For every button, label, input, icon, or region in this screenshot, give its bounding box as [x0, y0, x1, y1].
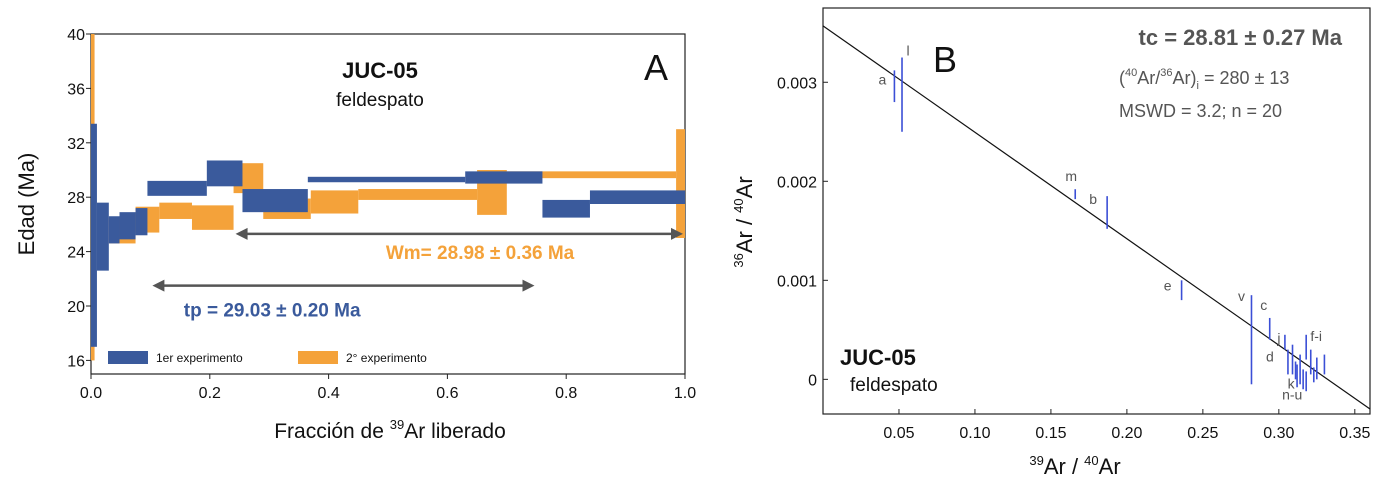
step-2-experimento-11 [676, 129, 685, 238]
panel-b-xlabel: 39Ar / 40Ar [1029, 453, 1120, 479]
a-xtick-label: 0.8 [555, 385, 577, 402]
panel-b: 0.05 0.10 0.15 0.20 0.25 0.30 0.35 0 0.001 0.002 0… [731, 7, 1371, 479]
b-ytick-label: 0.002 [777, 174, 817, 191]
panel-b-axes: 0.05 0.10 0.15 0.20 0.25 0.30 0.35 0 0.001 0.002 0… [777, 75, 1371, 442]
isochron-point-label: a [879, 71, 887, 87]
panel-a-axes: 0.0 0.2 0.4 0.6 0.8 1.0 16 20 24 28 32 36 40 [67, 27, 696, 402]
isochron-point-label: f-i [1310, 328, 1322, 344]
step-1er-experimento-9 [465, 171, 543, 184]
step-1er-experimento-8 [307, 176, 466, 183]
step-1er-experimento-7 [242, 189, 308, 213]
step-2-experimento-8 [358, 189, 478, 200]
legend-swatch-1er-experimento [108, 351, 148, 364]
plateau-arrowhead-left [235, 227, 248, 240]
b-xtick-label: 0.05 [883, 425, 914, 442]
panel-b-ylabel: 36Ar / 40Ar [731, 176, 757, 267]
a-xtick-label: 0.4 [317, 385, 339, 402]
panel-a-sample-subtitle: feldespato [336, 90, 424, 111]
isochron-point-label: k [1288, 375, 1296, 391]
isochron-point-label: v [1238, 288, 1245, 304]
b-ytick-label: 0.003 [777, 75, 817, 92]
panel-a-letter: A [644, 47, 668, 88]
b-xtick-label: 0.15 [1035, 425, 1066, 442]
legend-swatch-2-experimento [298, 351, 338, 364]
panel-a-legend: 1er experimento 2° experimento [108, 351, 427, 365]
step-1er-experimento-3 [119, 212, 136, 240]
step-1er-experimento-6 [206, 160, 243, 187]
isochron-point-label: d [1266, 349, 1274, 365]
b-xtick-label: 0.20 [1111, 425, 1142, 442]
panel-a-xlabel: Fracción de 39Ar liberado [274, 417, 506, 443]
isochron-point-label: j [1276, 330, 1280, 346]
isochron-point-label: c [1260, 297, 1267, 313]
step-1er-experimento-4 [135, 208, 148, 236]
isochron-point-label: l [906, 43, 909, 59]
panel-b-sample-title: JUC-05 [840, 345, 916, 370]
a-xtick-label: 0.0 [80, 385, 102, 402]
panel-b-frame [822, 7, 1371, 415]
a-ytick-label: 16 [67, 353, 85, 370]
panel-a-sample-title: JUC-05 [342, 58, 418, 83]
step-2-experimento-4 [191, 205, 234, 230]
initial-ratio: (40Ar/36Ar)i = 280 ± 13 [1119, 67, 1289, 92]
isochron-line [822, 25, 1371, 410]
a-ytick-label: 32 [67, 136, 85, 153]
panel-b-points: a l mb e vc j f-i dkn-u [879, 43, 1326, 402]
a-ytick-label: 28 [67, 190, 85, 207]
plateau-age-label: tp = 29.03 ± 0.20 Ma [184, 301, 361, 322]
b-ytick-label: 0 [808, 372, 817, 389]
step-1er-experimento-0 [91, 123, 97, 347]
isochron-point-label: e [1164, 277, 1172, 293]
a-ytick-label: 40 [67, 27, 85, 44]
a-xtick-label: 1.0 [674, 385, 696, 402]
step-1er-experimento-10 [542, 199, 590, 218]
panel-a-ylabel: Edad (Ma) [14, 153, 39, 256]
legend-label-1er-experimento: 1er experimento [156, 351, 243, 365]
b-xtick-label: 0.25 [1187, 425, 1218, 442]
a-ytick-label: 20 [67, 299, 85, 316]
panel-b-letter: B [933, 39, 957, 80]
isochron-point-label: b [1089, 191, 1097, 207]
a-xtick-label: 0.6 [436, 385, 458, 402]
step-1er-experimento-11 [589, 190, 685, 204]
b-xtick-label: 0.10 [959, 425, 990, 442]
isochron-point-label: m [1065, 168, 1077, 184]
b-ytick-label: 0.001 [777, 273, 817, 290]
a-ytick-label: 36 [67, 81, 85, 98]
isochron-point-label: n-u [1282, 386, 1302, 402]
a-ytick-label: 24 [67, 245, 85, 262]
panel-a-steps [91, 34, 685, 361]
legend-label-2-experimento: 2° experimento [346, 351, 427, 365]
step-2-experimento-10 [506, 171, 677, 179]
step-1er-experimento-1 [96, 202, 109, 271]
plateau-arrowhead-right [522, 279, 535, 292]
mswd-stats: MSWD = 3.2; n = 20 [1119, 101, 1282, 121]
a-xtick-label: 0.2 [199, 385, 221, 402]
plateau-arrowhead-left [152, 279, 165, 292]
panel-b-sample-subtitle: feldespato [850, 375, 938, 396]
isochron-age: tc = 28.81 ± 0.27 Ma [1139, 25, 1343, 50]
step-1er-experimento-2 [108, 216, 120, 244]
step-2-experimento-7 [310, 190, 359, 214]
step-2-experimento-3 [159, 202, 192, 219]
weighted-mean-age-label: Wm= 28.98 ± 0.36 Ma [386, 243, 575, 264]
b-xtick-label: 0.35 [1339, 425, 1370, 442]
plateau-arrowhead-right [671, 227, 683, 240]
step-1er-experimento-5 [147, 180, 207, 196]
panel-a-annotations: Wm= 28.98 ± 0.36 Ma tp = 29.03 ± 0.20 Ma [152, 227, 683, 322]
b-xtick-label: 0.30 [1263, 425, 1294, 442]
